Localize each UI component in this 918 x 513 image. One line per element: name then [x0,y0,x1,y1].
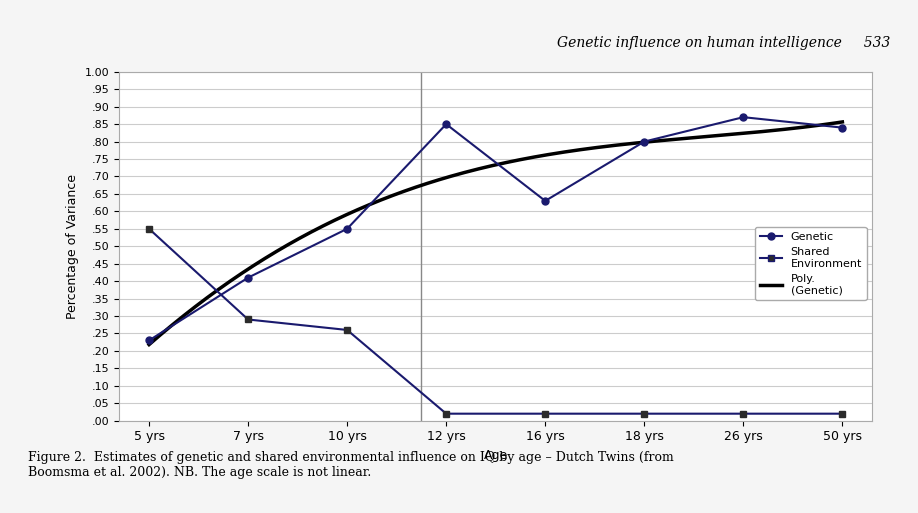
Shared
Environment [441,410,452,417]
Shared
Environment [639,410,650,417]
Text: Figure 2.  Estimates of genetic and shared environmental influence on IQ by age : Figure 2. Estimates of genetic and share… [28,451,673,480]
Shared
Environment [341,327,353,333]
X-axis label: Age: Age [484,449,508,462]
Genetic [639,139,650,145]
Text: Genetic influence on human intelligence     533: Genetic influence on human intelligence … [557,36,890,50]
Y-axis label: Percentage of Variance: Percentage of Variance [66,174,80,319]
Line: Shared
Environment: Shared Environment [146,225,845,417]
Shared
Environment [143,226,154,232]
Shared
Environment [540,410,551,417]
Shared
Environment [242,317,253,323]
Shared
Environment [837,410,848,417]
Genetic [837,125,848,131]
Shared
Environment [738,410,749,417]
Genetic [341,226,353,232]
Genetic [738,114,749,120]
Genetic [143,338,154,344]
Legend: Genetic, Shared
Environment, Poly.
(Genetic): Genetic, Shared Environment, Poly. (Gene… [756,227,867,300]
Genetic [242,274,253,281]
Line: Genetic: Genetic [146,114,845,344]
Genetic [441,121,452,127]
Genetic [540,198,551,204]
